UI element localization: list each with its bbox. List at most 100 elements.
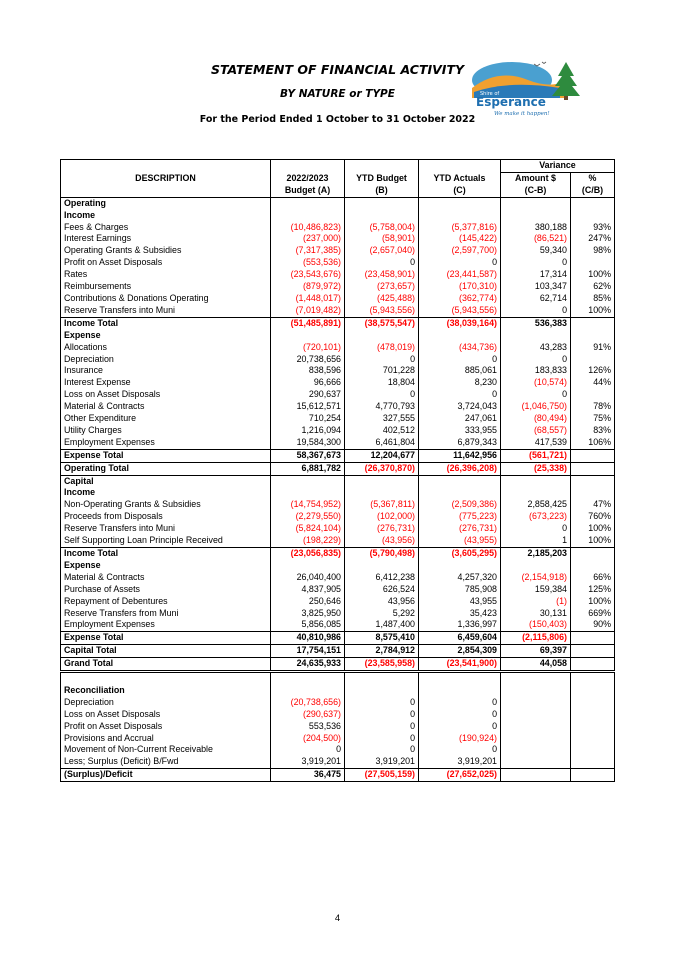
variance-pct-cell: 669% — [570, 607, 615, 620]
table-row: Operating — [60, 197, 615, 210]
ytd-budget-cell — [344, 671, 419, 685]
variance-amount-cell: (561,721) — [500, 448, 571, 463]
table-row — [60, 671, 615, 685]
variance-pct-cell: 100% — [570, 595, 615, 608]
budget-cell: 838,596 — [270, 365, 345, 378]
table-row: Reconciliation — [60, 684, 615, 697]
row-label: Loss on Asset Disposals — [60, 708, 271, 721]
ytd-budget-cell: (43,956) — [344, 535, 419, 548]
budget-cell: (10,486,823) — [270, 221, 345, 234]
ytd-budget-cell: (2,657,040) — [344, 245, 419, 258]
ytd-actuals-cell: 247,061 — [418, 413, 501, 425]
variance-pct-cell — [570, 546, 615, 560]
ytd-actuals-cell: (43,955) — [418, 535, 501, 548]
variance-pct-cell — [570, 684, 615, 697]
table-row: Provisions and Accrual (204,500) 0 (190,924… — [60, 732, 615, 745]
ytd-actuals-cell: 3,919,201 — [418, 756, 501, 769]
ytd-actuals-cell — [418, 684, 501, 697]
row-label: Less; Surplus (Deficit) B/Fwd — [60, 756, 271, 769]
variance-amount-cell — [500, 732, 571, 745]
variance-amount-cell — [500, 209, 571, 222]
ytd-budget-cell — [344, 487, 419, 500]
variance-pct-cell — [570, 756, 615, 769]
variance-pct-cell: 91% — [570, 341, 615, 354]
table-row: Purchase of Assets 4,837,905 626,524 785,90… — [60, 583, 615, 596]
budget-cell: (5,824,104) — [270, 523, 345, 536]
budget-cell: (7,019,482) — [270, 304, 345, 318]
row-label: Reserve Transfers into Muni — [60, 523, 271, 536]
variance-pct-cell — [570, 644, 615, 658]
ytd-budget-cell: (273,657) — [344, 281, 419, 293]
row-label: Reconciliation — [60, 684, 271, 697]
table-row: Insurance 838,596 701,228 885,061 183,833 126… — [60, 365, 615, 378]
budget-cell: 24,635,933 — [270, 657, 345, 674]
variance-amount-cell: 59,340 — [500, 245, 571, 258]
tree-icon — [552, 62, 580, 100]
ytd-budget-cell: (5,790,498) — [344, 546, 419, 560]
budget-cell: (2,279,550) — [270, 511, 345, 524]
budget-cell: (720,101) — [270, 341, 345, 354]
ytd-actuals-cell: (2,509,386) — [418, 499, 501, 512]
ytd-budget-cell: (276,731) — [344, 523, 419, 536]
variance-pct-cell — [570, 487, 615, 500]
budget-cell: (1,448,017) — [270, 292, 345, 305]
variance-pct-cell — [570, 389, 615, 402]
ytd-actuals-cell: (26,396,208) — [418, 461, 501, 476]
ytd-actuals-cell: 0 — [418, 389, 501, 402]
ytd-actuals-cell: (276,731) — [418, 523, 501, 536]
variance-amount-cell: 17,314 — [500, 269, 571, 282]
row-label: Depreciation — [60, 353, 271, 366]
header-blank — [270, 159, 345, 173]
budget-cell: 58,367,673 — [270, 448, 345, 463]
variance-pct-cell — [570, 316, 615, 330]
variance-amount-cell: (68,557) — [500, 424, 571, 437]
budget-cell: 6,881,782 — [270, 461, 345, 476]
ytd-budget-cell: (5,943,556) — [344, 304, 419, 318]
variance-amount-cell: 44,058 — [500, 657, 571, 674]
ytd-actuals-cell: (3,605,295) — [418, 546, 501, 560]
table-row: Income — [60, 487, 615, 500]
table-row: Reserve Transfers into Muni (5,824,104) (2… — [60, 523, 615, 536]
row-label: (Surplus)/Deficit — [60, 768, 271, 783]
budget-cell: 15,612,571 — [270, 401, 345, 414]
variance-pct-cell — [570, 353, 615, 366]
variance-amount-cell — [500, 696, 571, 709]
ytd-budget-subheader: (B) — [344, 184, 419, 198]
row-label: Capital — [60, 474, 271, 488]
budget-cell: (237,000) — [270, 233, 345, 246]
ytd-actuals-cell — [418, 671, 501, 685]
ytd-actuals-cell: (775,223) — [418, 511, 501, 524]
row-label: Operating — [60, 197, 271, 210]
row-label: Interest Expense — [60, 377, 271, 390]
row-label: Employment Expenses — [60, 436, 271, 450]
budget-cell: (198,229) — [270, 535, 345, 548]
variance-pct-cell: 100% — [570, 523, 615, 536]
table-row: Profit on Asset Disposals 553,536 0 0 — [60, 720, 615, 733]
variance-amount-cell — [500, 708, 571, 721]
ytd-actuals-cell — [418, 197, 501, 210]
row-label: Movement of Non-Current Receivable — [60, 744, 271, 757]
table-row: Operating Total 6,881,782 (26,370,870) (26,… — [60, 461, 615, 476]
ytd-budget-cell: (23,585,958) — [344, 657, 419, 674]
ytd-budget-cell: (5,367,811) — [344, 499, 419, 512]
variance-pct-cell: 93% — [570, 221, 615, 234]
table-row: (Surplus)/Deficit 36,475 (27,505,159) (27,6… — [60, 768, 615, 783]
row-label: Reserve Transfers into Muni — [60, 304, 271, 318]
ytd-budget-cell: 6,461,804 — [344, 436, 419, 450]
table-row: Material & Contracts 15,612,571 4,770,793 3… — [60, 401, 615, 414]
variance-pct-cell: 247% — [570, 233, 615, 246]
ytd-actuals-cell: 785,908 — [418, 583, 501, 596]
table-row: Income Total (51,485,891) (38,575,547) (38,… — [60, 316, 615, 330]
variance-amount-cell: 103,347 — [500, 281, 571, 293]
ytd-budget-cell: 6,412,238 — [344, 571, 419, 584]
header-blank — [60, 184, 271, 198]
ytd-budget-cell: (38,575,547) — [344, 316, 419, 330]
ytd-budget-cell: (478,019) — [344, 341, 419, 354]
table-row: Expense — [60, 559, 615, 572]
table-row: Expense Total 40,810,986 8,575,410 6,459,60… — [60, 631, 615, 645]
budget-cell: 20,738,656 — [270, 353, 345, 366]
ytd-budget-cell: (26,370,870) — [344, 461, 419, 476]
variance-pct-cell — [570, 257, 615, 270]
ytd-actuals-cell — [418, 329, 501, 342]
logo-name: Esperance — [476, 95, 546, 109]
